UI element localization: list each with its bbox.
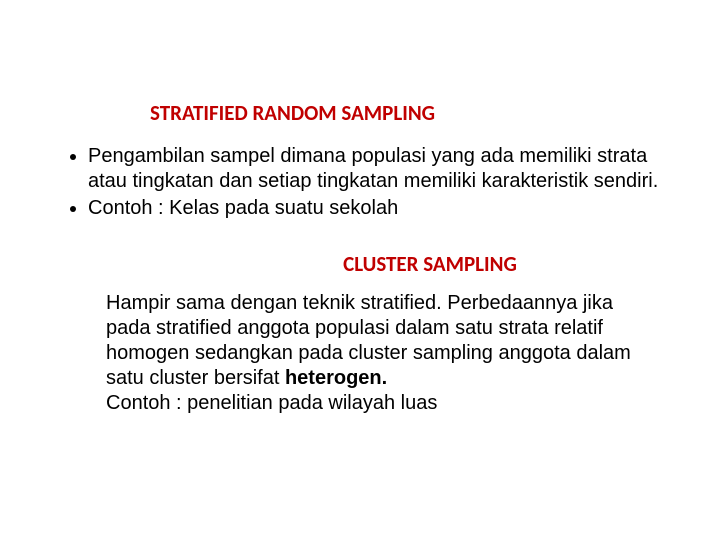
heading-cluster: CLUSTER SAMPLING <box>190 251 670 277</box>
bullet-item: Contoh : Kelas pada suatu sekolah <box>88 196 670 221</box>
bullet-item: Pengambilan sampel dimana populasi yang … <box>88 144 670 194</box>
slide: STRATIFIED RANDOM SAMPLING Pengambilan s… <box>0 0 720 540</box>
paragraph-text: Contoh : penelitian pada wilayah luas <box>106 392 437 414</box>
paragraph-cluster: Hampir sama dengan teknik stratified. Pe… <box>106 291 650 416</box>
bullet-list-stratified: Pengambilan sampel dimana populasi yang … <box>50 144 670 221</box>
heading-stratified: STRATIFIED RANDOM SAMPLING <box>150 100 670 126</box>
paragraph-bold: heterogen. <box>285 367 387 389</box>
